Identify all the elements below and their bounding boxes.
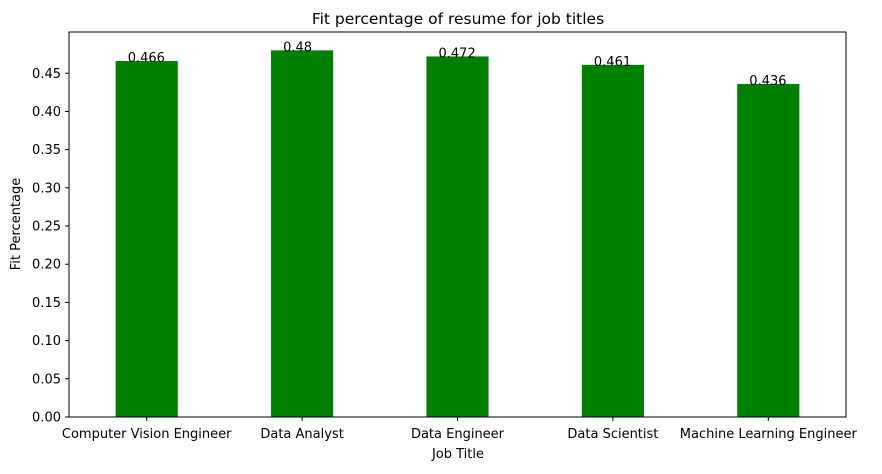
x-tick-label-2: Data Engineer xyxy=(411,427,505,442)
data-label-0: 0.466 xyxy=(128,51,165,66)
x-tick-label-3: Data Scientist xyxy=(567,427,658,442)
y-tick-label-6: 0.30 xyxy=(32,181,61,196)
y-tick-label-4: 0.20 xyxy=(32,258,61,273)
data-label-3: 0.461 xyxy=(594,55,631,70)
x-axis-title: Job Title xyxy=(431,447,484,462)
y-tick-label-8: 0.40 xyxy=(32,105,61,120)
y-tick-label-0: 0.00 xyxy=(32,411,61,426)
y-tick-label-2: 0.10 xyxy=(32,334,61,349)
bar-3 xyxy=(581,64,644,417)
y-axis-title: Fit Percentage xyxy=(9,178,24,271)
chart-title: Fit percentage of resume for job titles xyxy=(312,10,604,28)
data-label-2: 0.472 xyxy=(439,46,476,61)
bar-0 xyxy=(115,61,178,418)
x-tick-label-1: Data Analyst xyxy=(260,427,343,442)
data-label-4: 0.436 xyxy=(749,74,786,89)
x-tick-label-4: Machine Learning Engineer xyxy=(680,427,858,442)
y-tick-label-9: 0.45 xyxy=(32,67,61,82)
bar-2 xyxy=(426,56,489,417)
y-tick-label-5: 0.25 xyxy=(32,220,61,235)
y-tick-label-7: 0.35 xyxy=(32,143,61,158)
bar-4 xyxy=(737,83,800,417)
axes-frame xyxy=(68,31,847,418)
plot-area: Computer Vision Engineer 0.466 Data Analys… xyxy=(32,31,858,442)
y-tick-label-1: 0.05 xyxy=(32,372,61,387)
y-tick-label-3: 0.15 xyxy=(32,296,61,311)
x-tick-label-0: Computer Vision Engineer xyxy=(62,427,232,442)
bar-1 xyxy=(271,50,334,417)
data-label-1: 0.48 xyxy=(283,40,312,55)
